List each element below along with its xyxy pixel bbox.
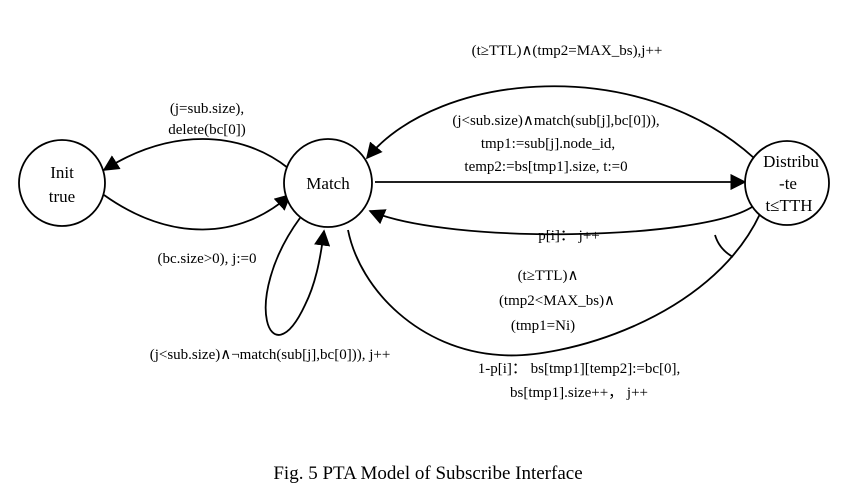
probability-arc bbox=[714, 234, 734, 258]
init-label-1: Init bbox=[50, 163, 74, 182]
guard-label-3: (tmp1=Ni) bbox=[511, 318, 575, 334]
edge-match-to-init bbox=[102, 138, 289, 171]
guard-label-1: (t≥TTL)∧ bbox=[518, 268, 579, 284]
edge-init-to-match bbox=[103, 193, 292, 231]
match-to-dist-label-2: tmp1:=sub[j].node_id, bbox=[481, 136, 615, 152]
distribute-label-2: -te bbox=[779, 174, 797, 193]
match-label: Match bbox=[306, 174, 350, 193]
dist-to-match-top-label: (t≥TTL)∧(tmp2=MAX_bs),j++ bbox=[472, 43, 663, 59]
node-match bbox=[283, 138, 373, 228]
init-to-match-label: (bc.size>0), j:=0 bbox=[158, 251, 257, 267]
distribute-label-1: Distribu bbox=[763, 152, 819, 171]
init-label-2: true bbox=[49, 187, 75, 206]
bottom-action-label-1: 1-p[i]： bs[tmp1][temp2]:=bc[0], bbox=[478, 361, 681, 377]
guard-label-2: (tmp2<MAX_bs)∧ bbox=[499, 293, 615, 309]
bottom-action-label-2: bs[tmp1].size++， j++ bbox=[510, 385, 648, 401]
edge-match-self-loop bbox=[264, 217, 331, 336]
figure-caption: Fig. 5 PTA Model of Subscribe Interface bbox=[273, 463, 582, 484]
edge-dist-to-match-prob bbox=[368, 206, 753, 236]
edge-dist-to-match-top bbox=[365, 85, 755, 160]
edge-dist-to-match-bottom bbox=[347, 213, 761, 357]
node-distribute bbox=[744, 140, 830, 226]
dist-to-match-prob-label: p[i]： j++ bbox=[538, 228, 600, 244]
match-to-dist-label-1: (j<sub.size)∧match(sub[j],bc[0])), bbox=[452, 113, 659, 129]
match-to-init-label-2: delete(bc[0]) bbox=[168, 122, 245, 138]
match-to-init-label-1: (j=sub.size), bbox=[170, 101, 244, 117]
match-to-dist-label-3: temp2:=bs[tmp1].size, t:=0 bbox=[464, 159, 627, 175]
distribute-label-3: t≤TTH bbox=[765, 196, 812, 215]
match-self-loop-label: (j<sub.size)∧¬match(sub[j],bc[0])), j++ bbox=[150, 347, 391, 363]
node-init bbox=[18, 139, 106, 227]
